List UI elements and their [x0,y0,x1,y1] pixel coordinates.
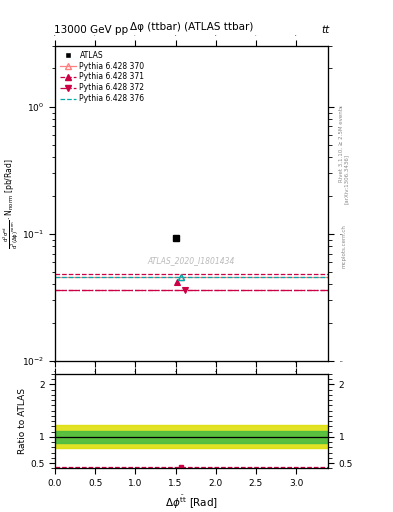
Bar [55,425,328,449]
Text: 13000 GeV pp: 13000 GeV pp [54,25,128,35]
Text: [arXiv:1306.3436]: [arXiv:1306.3436] [344,154,349,204]
X-axis label: $\Delta\phi^{\mathsf{\bar{t}t}}$ [Rad]: $\Delta\phi^{\mathsf{\bar{t}t}}$ [Rad] [165,494,218,511]
Text: mcplots.cern.ch: mcplots.cern.ch [342,224,346,268]
Text: tt: tt [321,25,329,35]
Bar [55,431,328,443]
Legend: ATLAS, Pythia 6.428 370, Pythia 6.428 371, Pythia 6.428 372, Pythia 6.428 376: ATLAS, Pythia 6.428 370, Pythia 6.428 37… [57,48,147,105]
Y-axis label: Ratio to ATLAS: Ratio to ATLAS [18,388,28,454]
Title: Δφ (ttbar) (ATLAS ttbar): Δφ (ttbar) (ATLAS ttbar) [130,23,253,32]
Text: Rivet 3.1.10, ≥ 2.5M events: Rivet 3.1.10, ≥ 2.5M events [339,105,343,182]
Text: ATLAS_2020_I1801434: ATLAS_2020_I1801434 [148,255,235,265]
Y-axis label: $\mathsf{\frac{d^2\sigma^{nd}}{d^2(\Delta\phi)^{norm}} \cdot N_{norm}}$ [pb/Rad]: $\mathsf{\frac{d^2\sigma^{nd}}{d^2(\Delt… [1,158,20,249]
